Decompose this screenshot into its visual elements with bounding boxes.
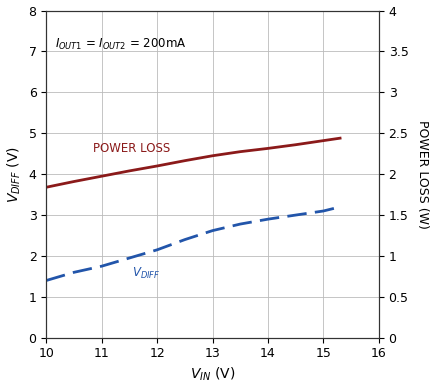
- X-axis label: $V_{IN}$ (V): $V_{IN}$ (V): [189, 366, 235, 384]
- Y-axis label: $V_{DIFF}$ (V): $V_{DIFF}$ (V): [6, 146, 23, 203]
- Text: POWER LOSS: POWER LOSS: [93, 142, 170, 155]
- Y-axis label: POWER LOSS (W): POWER LOSS (W): [415, 120, 428, 229]
- Text: $I_{OUT1}$ = $I_{OUT2}$ = 200mA: $I_{OUT1}$ = $I_{OUT2}$ = 200mA: [54, 37, 186, 52]
- Text: $V_{DIFF}$: $V_{DIFF}$: [132, 265, 160, 280]
